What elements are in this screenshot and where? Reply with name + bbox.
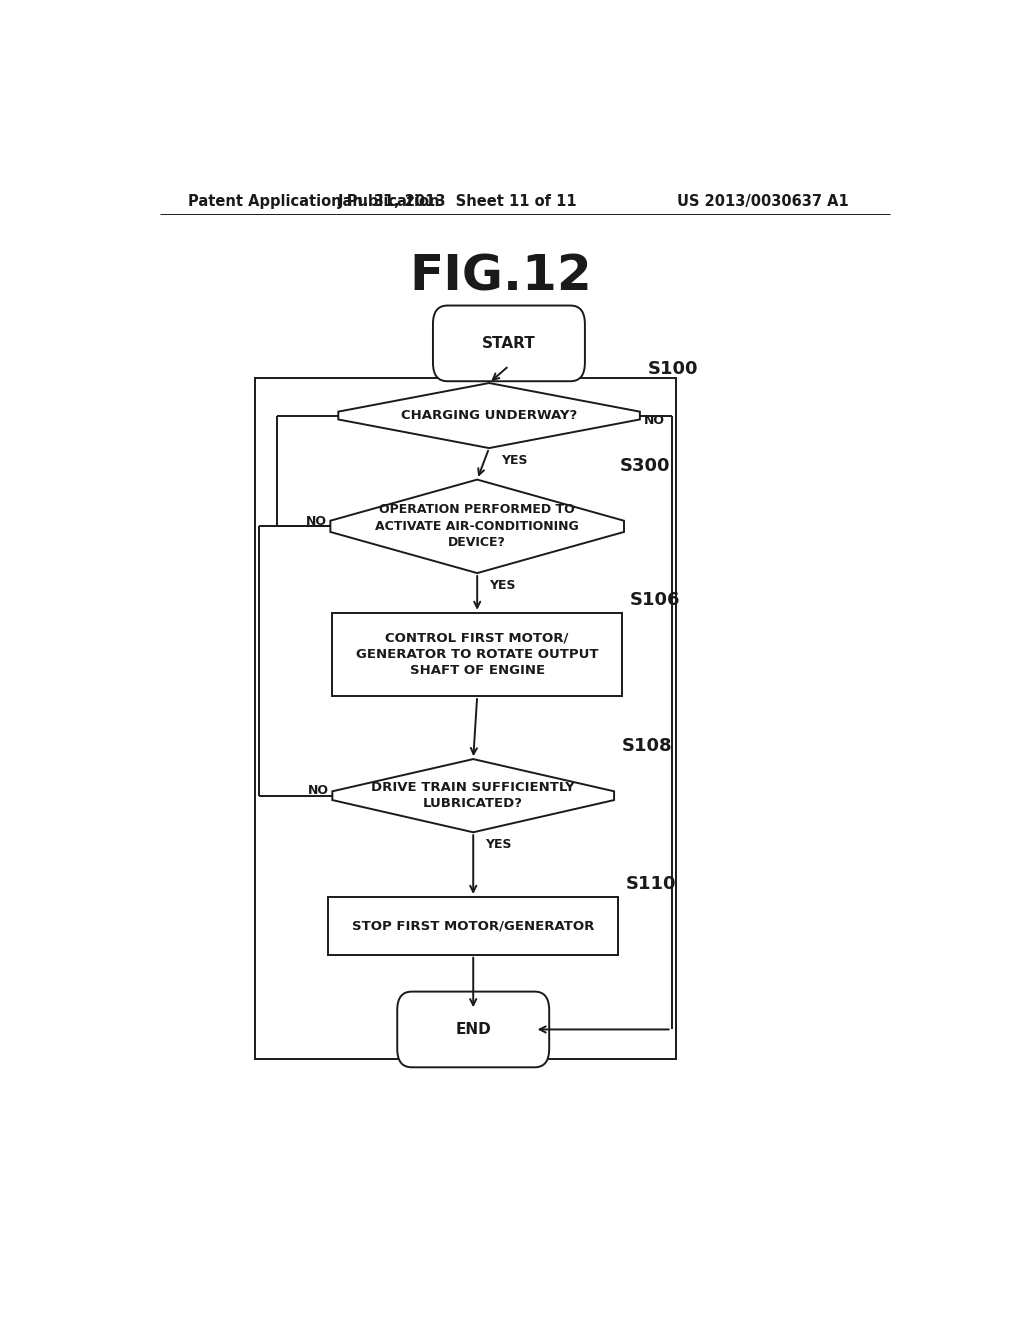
Text: YES: YES (485, 838, 512, 851)
Text: OPERATION PERFORMED TO
ACTIVATE AIR-CONDITIONING
DEVICE?: OPERATION PERFORMED TO ACTIVATE AIR-COND… (376, 503, 579, 549)
Text: CHARGING UNDERWAY?: CHARGING UNDERWAY? (401, 409, 578, 422)
Text: STOP FIRST MOTOR/GENERATOR: STOP FIRST MOTOR/GENERATOR (352, 919, 594, 932)
Text: S300: S300 (620, 457, 671, 474)
Text: Patent Application Publication: Patent Application Publication (187, 194, 439, 209)
Text: NO: NO (644, 414, 665, 428)
Text: NO: NO (305, 515, 327, 528)
Text: DRIVE TRAIN SUFFICIENTLY
LUBRICATED?: DRIVE TRAIN SUFFICIENTLY LUBRICATED? (372, 781, 575, 810)
Bar (255, 378, 676, 1059)
Text: S108: S108 (622, 737, 673, 755)
FancyBboxPatch shape (433, 305, 585, 381)
Bar (333, 612, 622, 696)
FancyBboxPatch shape (397, 991, 549, 1068)
Polygon shape (333, 759, 614, 833)
Text: S106: S106 (630, 590, 681, 609)
Bar (329, 896, 618, 954)
Text: Jan. 31, 2013  Sheet 11 of 11: Jan. 31, 2013 Sheet 11 of 11 (338, 194, 578, 209)
Text: S100: S100 (648, 360, 698, 378)
Text: END: END (456, 1022, 492, 1038)
Text: START: START (482, 335, 536, 351)
Text: NO: NO (307, 784, 329, 797)
Polygon shape (338, 383, 640, 447)
Text: YES: YES (501, 454, 527, 467)
Text: YES: YES (489, 579, 516, 593)
Text: US 2013/0030637 A1: US 2013/0030637 A1 (677, 194, 849, 209)
Polygon shape (331, 479, 624, 573)
Text: CONTROL FIRST MOTOR/
GENERATOR TO ROTATE OUTPUT
SHAFT OF ENGINE: CONTROL FIRST MOTOR/ GENERATOR TO ROTATE… (356, 631, 598, 677)
Text: FIG.12: FIG.12 (410, 252, 592, 301)
Text: S110: S110 (626, 875, 677, 892)
